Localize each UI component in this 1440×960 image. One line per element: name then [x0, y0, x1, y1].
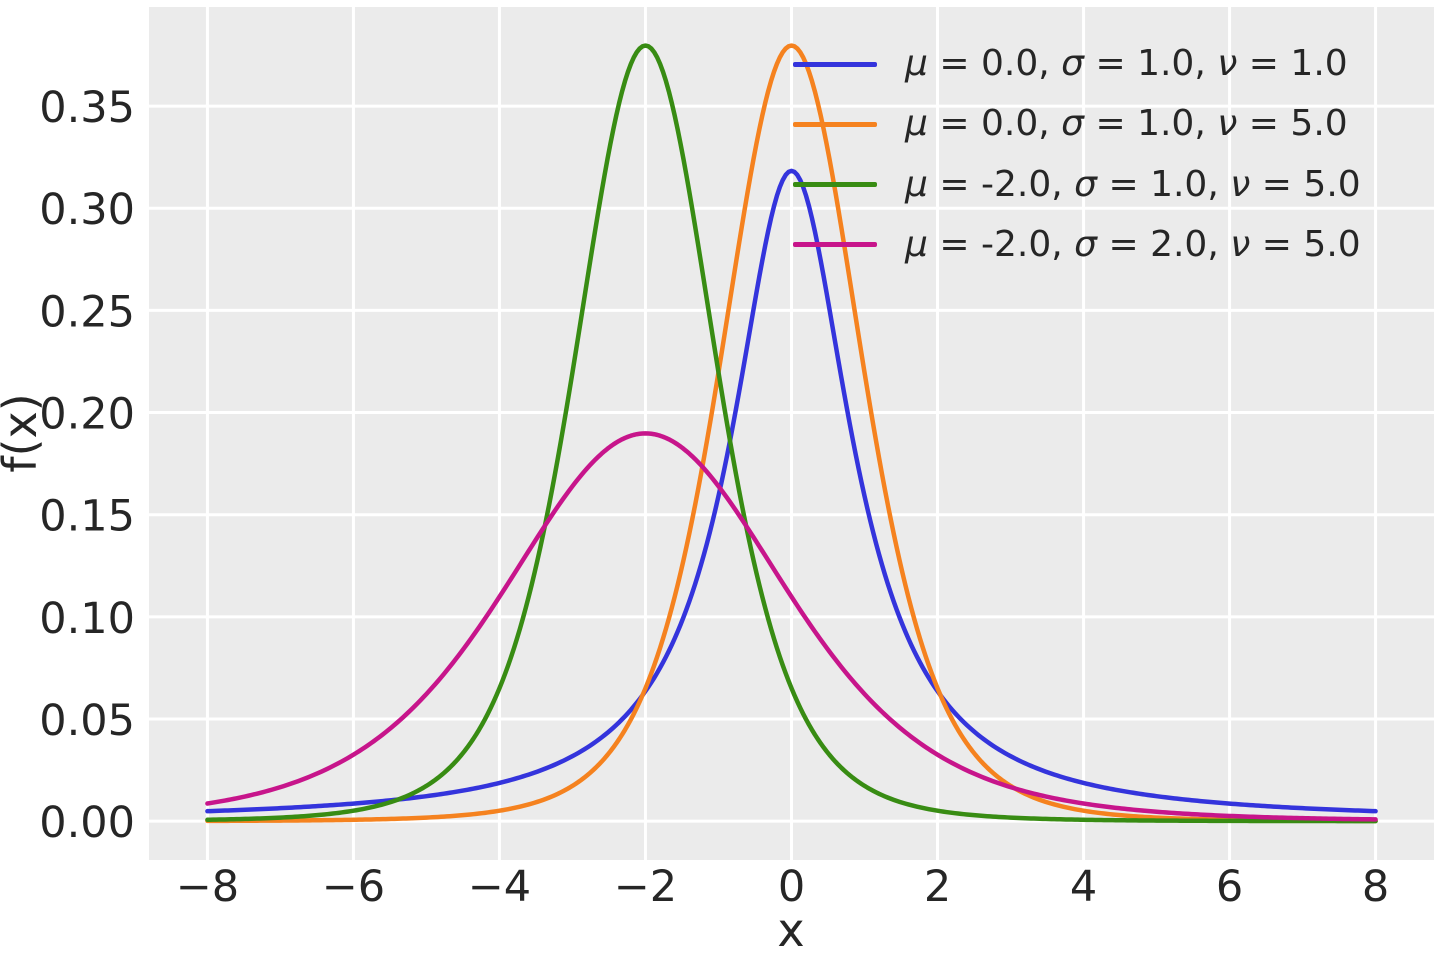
- x-tick-labels: −8 −6 −4 −2 0 2 4 6 8: [176, 862, 1390, 912]
- x-axis-label: x: [777, 903, 804, 957]
- x-tick-label: −8: [176, 862, 239, 912]
- x-tick-label: 8: [1362, 862, 1389, 912]
- y-tick-labels: 0.00 0.05 0.10 0.15 0.20 0.25 0.30 0.35: [39, 83, 135, 848]
- y-axis-label: f(x): [0, 393, 47, 472]
- x-tick-label: −4: [468, 862, 531, 912]
- curve-3: [205, 431, 1378, 822]
- curves: [205, 43, 1378, 824]
- x-tick-label: 0: [778, 862, 805, 912]
- y-tick-label: 0.30: [39, 185, 135, 235]
- y-tick-label: 0.00: [39, 798, 135, 848]
- y-tick-label: 0.05: [39, 696, 135, 746]
- curve-2: [205, 43, 1378, 824]
- y-tick-label: 0.35: [39, 83, 135, 133]
- x-tick-label: 6: [1216, 862, 1243, 912]
- x-tick-label: 4: [1070, 862, 1097, 912]
- y-tick-label: 0.20: [39, 390, 135, 440]
- x-tick-label: −2: [614, 862, 677, 912]
- x-tick-label: 2: [924, 862, 951, 912]
- x-tick-label: −6: [322, 862, 385, 912]
- y-tick-label: 0.15: [39, 492, 135, 542]
- y-tick-label: 0.25: [39, 287, 135, 337]
- y-tick-label: 0.10: [39, 594, 135, 644]
